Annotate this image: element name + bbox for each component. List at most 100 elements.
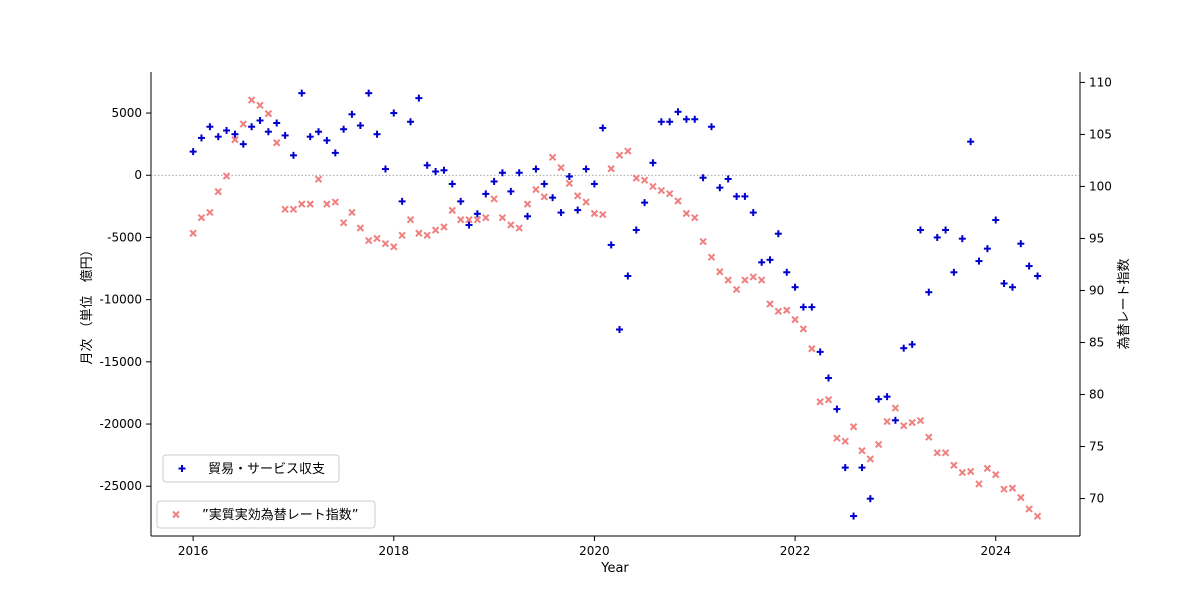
trade-balance-point bbox=[791, 283, 799, 291]
exchange-rate-point bbox=[314, 175, 323, 183]
trade-balance-point bbox=[850, 512, 858, 520]
exchange-rate-point bbox=[515, 224, 523, 232]
exchange-rate-point bbox=[247, 96, 256, 104]
exchange-rate-point bbox=[456, 216, 465, 224]
exchange-rate-point bbox=[975, 480, 983, 488]
trade-balance-point bbox=[565, 172, 573, 180]
exchange-rate-point bbox=[473, 216, 482, 224]
left-y-tick-label: -25000 bbox=[99, 479, 142, 493]
exchange-rate-point bbox=[323, 200, 331, 208]
exchange-rate-point bbox=[490, 195, 498, 203]
exchange-rate-point bbox=[783, 306, 791, 314]
exchange-rate-point bbox=[331, 198, 340, 206]
trade-balance-point bbox=[340, 125, 348, 133]
exchange-rate-point bbox=[256, 101, 264, 109]
exchange-rate-point bbox=[423, 231, 431, 240]
legend-box bbox=[156, 500, 376, 529]
x-tick-label: 2024 bbox=[980, 544, 1011, 558]
exchange-rate-point bbox=[665, 190, 674, 198]
trade-balance-point bbox=[1034, 272, 1042, 280]
exchange-rate-point bbox=[431, 226, 440, 234]
trade-balance-point bbox=[264, 128, 272, 136]
trade-balance-point bbox=[348, 110, 356, 118]
trade-balance-point bbox=[1000, 279, 1008, 287]
trade-balance-point bbox=[699, 174, 707, 182]
left-y-tick-label: 0 bbox=[134, 168, 142, 182]
exchange-rate-point bbox=[214, 187, 222, 196]
right-y-tick-label: 75 bbox=[1089, 440, 1104, 454]
trade-balance-point bbox=[875, 395, 883, 403]
trade-balance-point bbox=[448, 180, 456, 188]
exchange-rate-point bbox=[833, 434, 841, 442]
exchange-rate-point bbox=[916, 416, 925, 425]
exchange-rate-series bbox=[189, 96, 1042, 520]
trade-balance-point bbox=[407, 118, 415, 126]
exchange-rate-point bbox=[289, 205, 298, 214]
trade-balance-point bbox=[632, 226, 640, 234]
exchange-rate-point bbox=[548, 153, 557, 162]
exchange-rate-point bbox=[816, 398, 824, 406]
exchange-rate-point bbox=[900, 422, 908, 430]
trade-balance-point bbox=[657, 118, 665, 126]
trade-balance-point bbox=[741, 192, 749, 200]
trade-balance-point bbox=[900, 344, 908, 352]
trade-balance-point bbox=[1017, 240, 1025, 248]
legend-x-marker-icon bbox=[172, 510, 180, 519]
right-y-tick-label: 105 bbox=[1089, 127, 1112, 141]
exchange-rate-point bbox=[707, 253, 716, 261]
trade-balance-series bbox=[189, 89, 1042, 520]
exchange-rate-point bbox=[415, 229, 423, 237]
exchange-rate-point bbox=[808, 345, 816, 353]
exchange-rate-point bbox=[774, 307, 783, 315]
right-y-axis-title: 為替レート指数 bbox=[1116, 258, 1132, 349]
exchange-rate-point bbox=[498, 213, 507, 222]
exchange-rate-point bbox=[799, 325, 808, 333]
exchange-rate-point bbox=[724, 276, 732, 284]
exchange-rate-point bbox=[1008, 484, 1017, 492]
exchange-rate-point bbox=[298, 200, 306, 208]
trade-balance-point bbox=[1008, 283, 1016, 291]
trade-balance-point bbox=[992, 216, 1000, 224]
exchange-rate-point bbox=[448, 206, 456, 215]
trade-balance-point bbox=[423, 161, 431, 169]
trade-balance-point bbox=[498, 169, 506, 177]
exchange-rate-point bbox=[933, 449, 941, 457]
exchange-rate-point bbox=[983, 464, 992, 473]
exchange-rate-point bbox=[339, 219, 348, 227]
exchange-rate-point bbox=[992, 470, 1000, 479]
x-tick-label: 2018 bbox=[379, 544, 410, 558]
trade-balance-point bbox=[891, 416, 899, 424]
trade-balance-point bbox=[649, 159, 657, 167]
trade-balance-point bbox=[724, 175, 732, 183]
exchange-rate-point bbox=[849, 423, 858, 431]
exchange-rate-point bbox=[691, 213, 699, 222]
exchange-rate-point bbox=[390, 243, 398, 251]
exchange-rate-point bbox=[649, 182, 657, 191]
legend-label: 貿易・サービス収支 bbox=[208, 462, 325, 477]
exchange-rate-point bbox=[440, 223, 448, 231]
exchange-rate-point bbox=[406, 216, 415, 224]
exchange-rate-point bbox=[757, 276, 766, 284]
exchange-rate-point bbox=[348, 208, 356, 217]
exchange-rate-point bbox=[741, 276, 749, 284]
exchange-rate-point bbox=[189, 229, 197, 237]
exchange-rate-point bbox=[264, 109, 273, 118]
trade-balance-point bbox=[197, 134, 205, 142]
trade-balance-point bbox=[515, 169, 523, 177]
trade-balance-point bbox=[281, 131, 289, 139]
exchange-rate-point bbox=[540, 193, 548, 201]
exchange-rate-point bbox=[590, 209, 599, 218]
trade-balance-point bbox=[967, 138, 975, 146]
right-y-tick-label: 80 bbox=[1089, 388, 1104, 402]
trade-balance-point bbox=[440, 166, 448, 174]
right-y-tick-label: 85 bbox=[1089, 335, 1104, 349]
trade-balance-point bbox=[331, 149, 339, 157]
exchange-rate-point bbox=[950, 461, 958, 469]
right-y-tick-label: 70 bbox=[1089, 492, 1104, 506]
trade-balance-point bbox=[390, 109, 398, 117]
trade-balance-point bbox=[373, 130, 381, 138]
exchange-rate-point bbox=[958, 468, 967, 477]
trade-balance-point bbox=[248, 123, 256, 131]
trade-balance-point bbox=[641, 199, 649, 207]
